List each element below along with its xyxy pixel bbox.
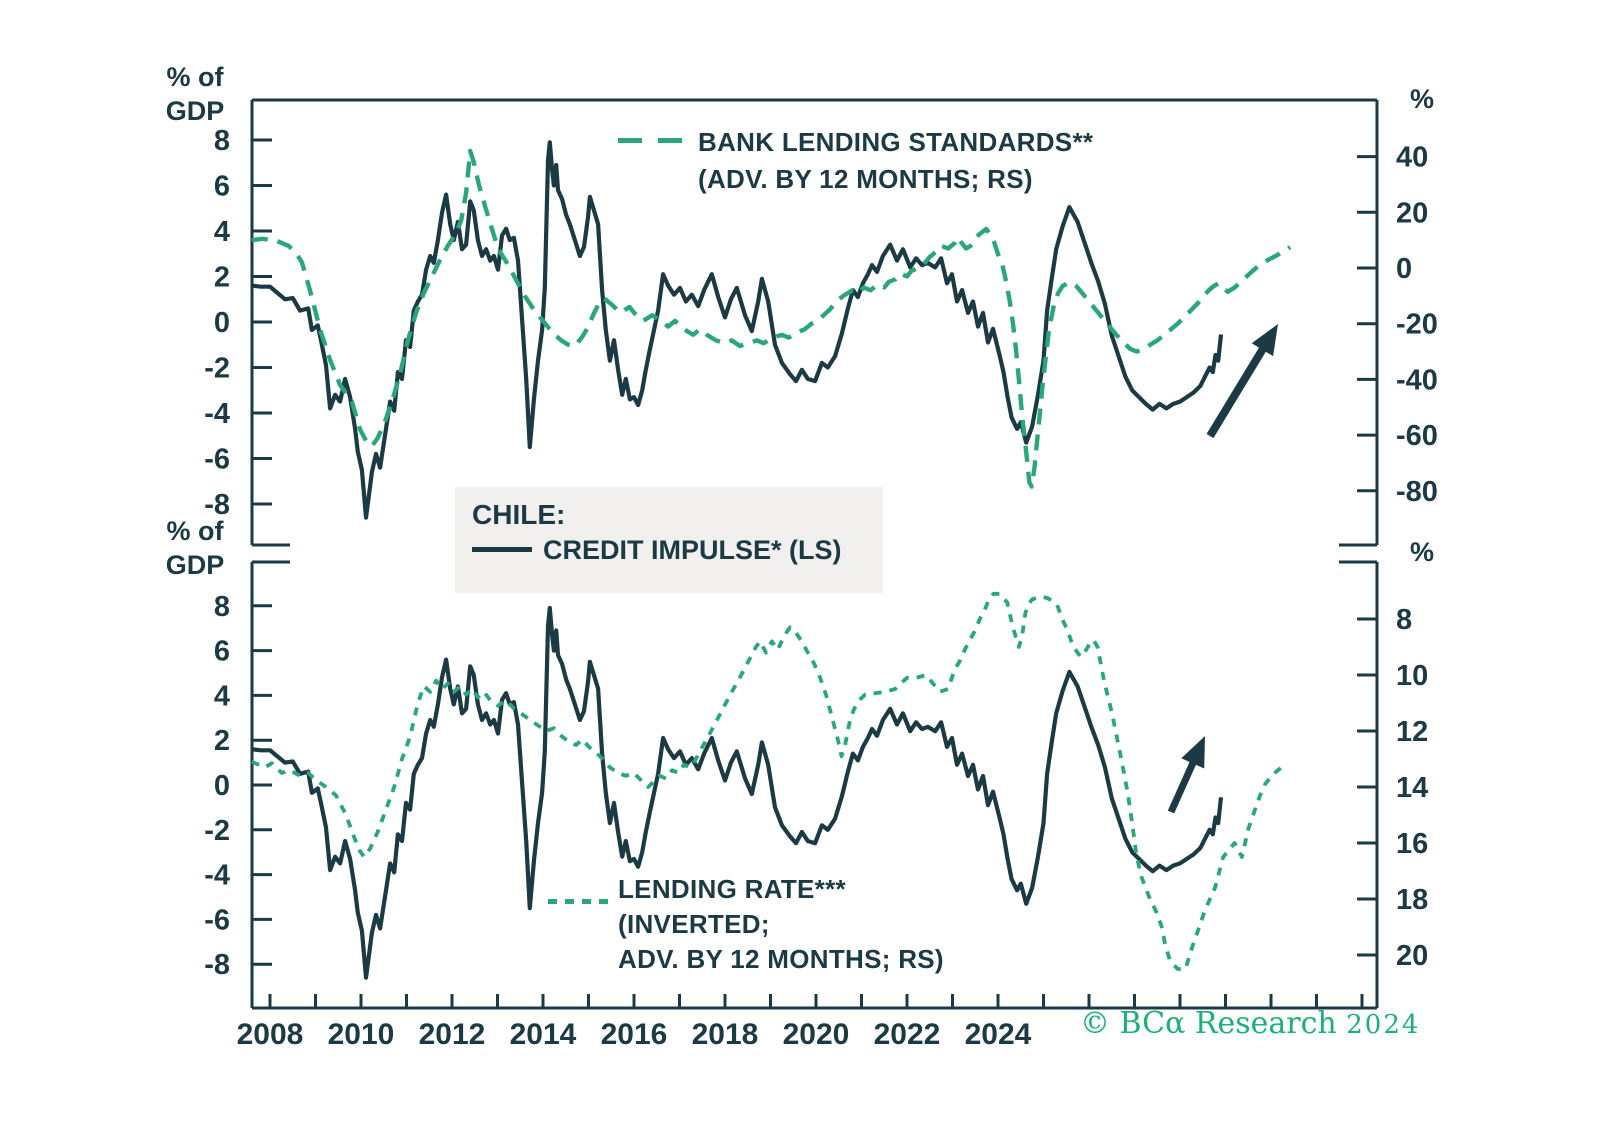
x-axis-year-label: 2010 bbox=[328, 1018, 395, 1051]
left-axis-tick-label: 2 bbox=[214, 262, 230, 294]
forecast-arrow-shaft bbox=[1206, 337, 1273, 439]
right-axis-tick-label: 12 bbox=[1396, 716, 1428, 748]
solid-line-swatch-icon bbox=[472, 547, 532, 552]
unit-line-2: GDP bbox=[165, 96, 225, 126]
unit-line-1: % of bbox=[166, 516, 224, 546]
legend-credit-impulse-box: CHILE: CREDIT IMPULSE* (LS) bbox=[455, 487, 883, 593]
left-axis-tick-label: -4 bbox=[204, 398, 230, 430]
left-axis-tick-label: 8 bbox=[214, 125, 230, 157]
top-left-axis-unit: % of GDP bbox=[157, 60, 233, 128]
bottom-right-axis-unit: % bbox=[1410, 537, 1435, 567]
forecast-arrow-head-icon bbox=[1251, 324, 1278, 357]
x-axis-year-label: 2020 bbox=[783, 1018, 850, 1051]
right-axis-tick-label: 8 bbox=[1396, 604, 1412, 636]
left-axis-tick-label: -8 bbox=[204, 949, 230, 981]
unit-line-1: % of bbox=[166, 62, 224, 92]
x-axis-year-label: 2008 bbox=[237, 1018, 304, 1051]
right-axis-tick-label: -20 bbox=[1396, 309, 1438, 341]
left-axis-tick-label: 0 bbox=[214, 770, 230, 802]
x-axis-year-label: 2024 bbox=[965, 1018, 1032, 1051]
dashed-line-swatch-icon bbox=[618, 138, 682, 143]
right-axis-tick-label: -60 bbox=[1396, 420, 1438, 452]
x-axis-year-label: 2016 bbox=[601, 1018, 668, 1051]
brand-year: 2024 bbox=[1346, 1010, 1421, 1040]
legend-label-line-1: LENDING RATE*** bbox=[618, 874, 846, 904]
left-axis-tick-label: 2 bbox=[214, 725, 230, 757]
legend-label-line-3: ADV. BY 12 MONTHS; RS) bbox=[618, 944, 944, 974]
bottom-left-axis-unit: % of GDP bbox=[157, 514, 233, 582]
legend-label-credit-impulse: CREDIT IMPULSE* (LS) bbox=[543, 535, 842, 565]
right-axis-tick-label: -40 bbox=[1396, 364, 1438, 396]
forecast-arrow-head-icon bbox=[1181, 736, 1205, 769]
series-bank_lending_standards bbox=[251, 148, 1292, 489]
left-axis-tick-label: 8 bbox=[214, 591, 230, 623]
left-axis-tick-label: -8 bbox=[204, 489, 230, 521]
x-axis-year-label: 2012 bbox=[419, 1018, 486, 1051]
series-lending_rate bbox=[251, 591, 1283, 971]
x-axis-year-label: 2018 bbox=[692, 1018, 759, 1051]
left-axis-tick-label: 0 bbox=[214, 307, 230, 339]
right-axis-tick-label: 0 bbox=[1396, 253, 1412, 285]
left-axis-tick-label: -6 bbox=[204, 904, 230, 936]
left-axis-tick-label: -2 bbox=[204, 353, 230, 385]
right-axis-tick-label: 40 bbox=[1396, 142, 1428, 174]
left-axis-tick-label: -2 bbox=[204, 815, 230, 847]
left-axis-tick-label: 4 bbox=[214, 680, 230, 712]
right-axis-tick-label: 20 bbox=[1396, 940, 1428, 972]
left-axis-tick-label: 6 bbox=[214, 171, 230, 203]
left-axis-tick-label: 6 bbox=[214, 636, 230, 668]
right-axis-tick-label: -80 bbox=[1396, 476, 1438, 508]
bca-research-logo: © BCα Research 2024 bbox=[1080, 1006, 1418, 1041]
right-axis-tick-label: 10 bbox=[1396, 660, 1428, 692]
top-right-axis-unit: % bbox=[1410, 84, 1435, 114]
dotted-line-swatch-icon bbox=[548, 899, 610, 904]
right-axis-tick-label: 20 bbox=[1396, 197, 1428, 229]
brand-text: © BCα Research bbox=[1080, 1006, 1347, 1041]
legend-label-line-1: BANK LENDING STANDARDS** bbox=[698, 127, 1094, 157]
series-credit_impulse bbox=[251, 140, 1224, 520]
left-axis-tick-label: -6 bbox=[204, 444, 230, 476]
series-credit_impulse bbox=[251, 605, 1224, 980]
left-axis-tick-label: 4 bbox=[214, 216, 230, 248]
legend-lending-rate: LENDING RATE*** (INVERTED; ADV. BY 12 MO… bbox=[618, 872, 944, 977]
right-axis-tick-label: 16 bbox=[1396, 828, 1428, 860]
legend-label-line-2: (INVERTED; bbox=[618, 909, 770, 939]
left-axis-tick-label: -4 bbox=[204, 860, 230, 892]
x-axis-year-label: 2022 bbox=[874, 1018, 941, 1051]
legend-bank-lending-standards: BANK LENDING STANDARDS** (ADV. BY 12 MON… bbox=[698, 124, 1093, 198]
legend-label-line-2: (ADV. BY 12 MONTHS; RS) bbox=[698, 164, 1033, 194]
right-axis-tick-label: 18 bbox=[1396, 884, 1428, 916]
country-title: CHILE: bbox=[472, 499, 566, 530]
x-axis-year-label: 2014 bbox=[510, 1018, 577, 1051]
unit-line-2: GDP bbox=[165, 550, 225, 580]
right-axis-tick-label: 14 bbox=[1396, 772, 1428, 804]
